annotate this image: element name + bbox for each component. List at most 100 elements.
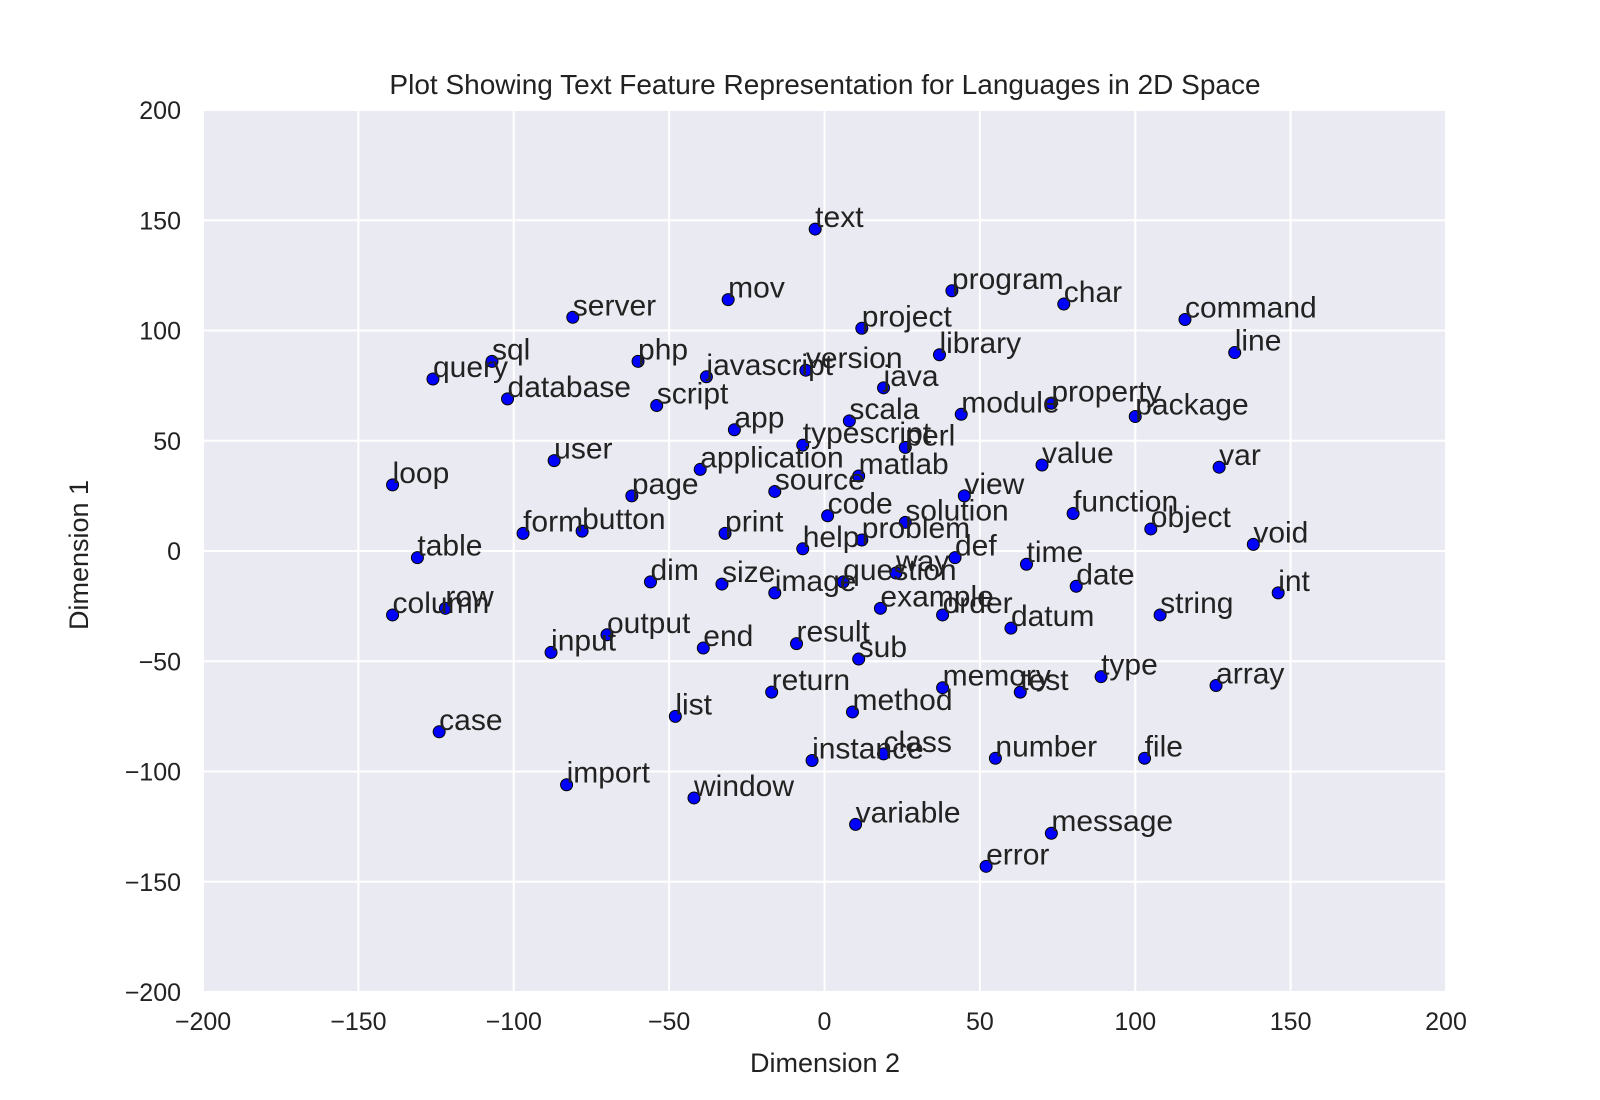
point-label: help xyxy=(803,521,860,554)
data-point xyxy=(765,685,779,699)
data-point xyxy=(696,641,710,655)
data-point xyxy=(1094,670,1108,684)
point-label: java xyxy=(883,360,939,393)
point-label: typescript xyxy=(803,417,932,450)
data-point xyxy=(805,753,819,767)
data-point xyxy=(898,440,912,454)
point-label: return xyxy=(772,664,850,697)
y-tick-label: −150 xyxy=(125,869,181,897)
chart-title: Plot Showing Text Feature Representation… xyxy=(389,69,1260,100)
point-label: question xyxy=(843,554,956,587)
data-point xyxy=(1138,751,1152,765)
point-label: line xyxy=(1235,325,1282,358)
point-label: value xyxy=(1042,437,1114,470)
point-label: sub xyxy=(859,631,907,664)
data-point xyxy=(438,601,452,615)
data-point xyxy=(516,526,530,540)
point-label: example xyxy=(880,580,993,613)
y-axis-ticks: −200 −150 −100 −50 0 50 100 150 200 xyxy=(125,97,181,1007)
data-point xyxy=(808,222,822,236)
data-point xyxy=(718,526,732,540)
x-tick-label: 0 xyxy=(818,1008,832,1036)
point-label: instance xyxy=(812,732,924,765)
point-label: table xyxy=(417,530,482,563)
point-label: import xyxy=(567,757,651,790)
point-label: order xyxy=(943,587,1013,620)
data-point xyxy=(845,705,859,719)
data-point xyxy=(547,454,561,468)
point-label: print xyxy=(725,505,784,538)
x-tick-label: −50 xyxy=(648,1008,690,1036)
data-point xyxy=(1069,579,1083,593)
point-label: user xyxy=(554,433,612,466)
x-tick-label: 200 xyxy=(1425,1008,1467,1036)
point-label: var xyxy=(1219,439,1261,472)
point-label: view xyxy=(964,468,1024,501)
x-tick-label: −200 xyxy=(175,1008,231,1036)
data-point xyxy=(849,817,863,831)
point-label: project xyxy=(862,300,953,333)
point-label: row xyxy=(445,580,494,613)
point-label: page xyxy=(632,468,699,501)
x-tick-label: 100 xyxy=(1114,1008,1156,1036)
data-point xyxy=(1228,346,1242,360)
x-axis-label: Dimension 2 xyxy=(750,1048,900,1078)
point-label: javascript xyxy=(705,349,833,382)
data-point xyxy=(790,637,804,651)
point-label: list xyxy=(675,688,712,721)
point-label: case xyxy=(439,704,502,737)
point-label: app xyxy=(734,402,784,435)
data-point xyxy=(715,577,729,591)
data-point xyxy=(932,348,946,362)
point-label: test xyxy=(1020,664,1069,697)
data-point xyxy=(643,575,657,589)
point-label: library xyxy=(939,327,1021,360)
point-label: application xyxy=(700,441,843,474)
point-label: mov xyxy=(728,272,785,305)
point-label: date xyxy=(1076,558,1134,591)
data-point xyxy=(768,484,782,498)
data-point xyxy=(560,778,574,792)
data-point xyxy=(799,363,813,377)
point-label: php xyxy=(638,333,688,366)
point-label: database xyxy=(508,371,631,404)
point-label: loop xyxy=(393,457,450,490)
point-label: string xyxy=(1160,587,1233,620)
point-label: function xyxy=(1073,486,1178,519)
point-label: result xyxy=(797,616,871,649)
data-point xyxy=(1271,586,1285,600)
point-label: module xyxy=(961,386,1059,419)
point-label: input xyxy=(551,624,617,657)
point-label: column xyxy=(393,587,490,620)
y-tick-label: 200 xyxy=(139,97,181,125)
data-point xyxy=(821,509,835,523)
data-point xyxy=(898,515,912,529)
data-point xyxy=(836,575,850,589)
data-point xyxy=(687,791,701,805)
point-label: def xyxy=(955,530,997,563)
data-point xyxy=(1178,312,1192,326)
data-point xyxy=(485,354,499,368)
data-point xyxy=(889,566,903,580)
x-tick-label: 150 xyxy=(1270,1008,1312,1036)
point-label: number xyxy=(995,730,1097,763)
point-label: char xyxy=(1064,276,1122,309)
point-label: window xyxy=(693,770,794,803)
point-label: solution xyxy=(905,494,1008,527)
data-point xyxy=(842,414,856,428)
point-label: class xyxy=(884,726,952,759)
data-point xyxy=(668,709,682,723)
point-label: script xyxy=(657,377,729,410)
point-label: variable xyxy=(856,796,961,829)
point-label: image xyxy=(775,565,857,598)
data-point xyxy=(1057,297,1071,311)
x-tick-label: −100 xyxy=(486,1008,542,1036)
y-tick-label: 0 xyxy=(167,538,181,566)
data-point xyxy=(1044,826,1058,840)
y-tick-label: 150 xyxy=(139,207,181,235)
data-point xyxy=(855,321,869,335)
data-point xyxy=(877,381,891,395)
point-label: array xyxy=(1216,658,1284,691)
y-tick-label: −200 xyxy=(125,979,181,1007)
data-point xyxy=(1128,409,1142,423)
